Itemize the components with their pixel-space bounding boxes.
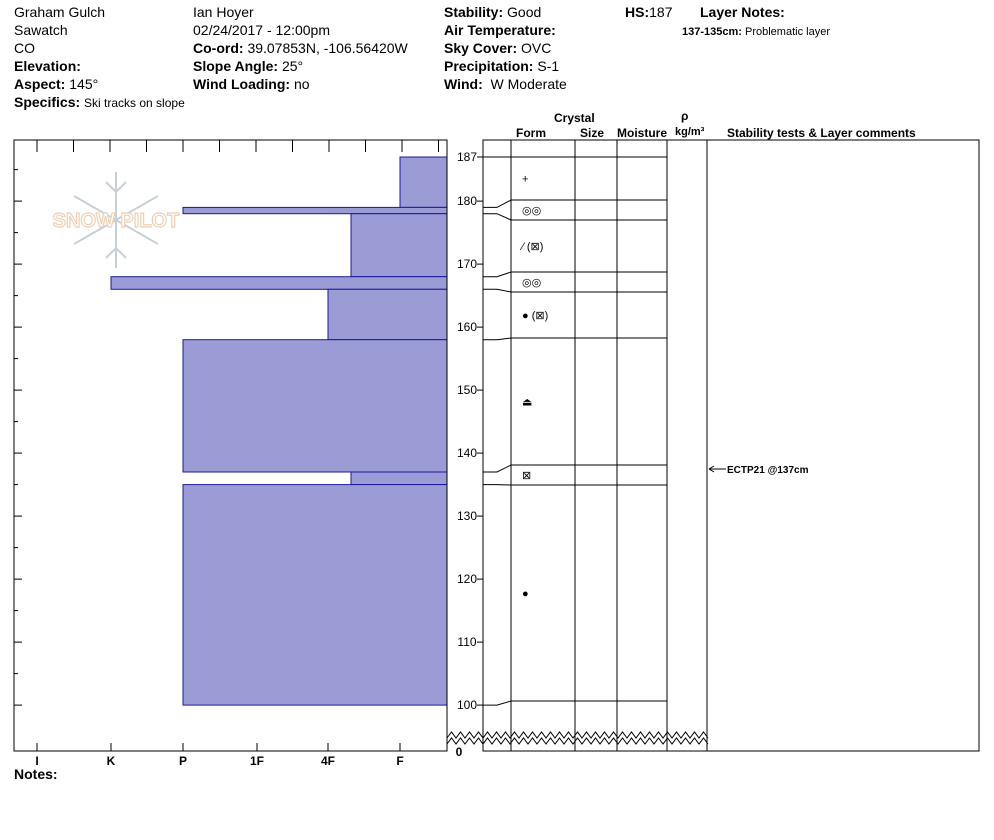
layer-table-frame xyxy=(482,139,980,752)
observer: Ian Hoyer xyxy=(193,4,254,20)
hardness-label-4F: 4F xyxy=(321,754,335,768)
layer-boundary-137 xyxy=(483,464,667,473)
hardness-bar-0 xyxy=(399,156,448,208)
layer-form-6: ⊠ xyxy=(522,470,531,482)
hardness-bar-5 xyxy=(182,339,448,473)
aspect: Aspect: 145° xyxy=(14,76,99,92)
hs: HS:187 xyxy=(625,4,673,20)
layer-form-3: ◎◎ xyxy=(522,277,541,289)
layer-boundary-100 xyxy=(483,700,667,706)
hardness-bar-7 xyxy=(182,484,448,706)
layer-boundary-168 xyxy=(483,271,667,278)
depth-tick-label: 160 xyxy=(457,320,477,334)
hardness-label-I: I xyxy=(35,754,38,768)
hardness-bars xyxy=(110,156,448,706)
hardness-label-F: F xyxy=(396,754,403,768)
depth-zero-label: 0 xyxy=(456,745,463,759)
hardness-bar-2 xyxy=(350,213,448,278)
density-unit-header: kg/m³ xyxy=(675,126,705,138)
layer-form-5: ⏏ xyxy=(522,397,532,409)
depth-tick-label: 130 xyxy=(457,509,477,523)
rho-header: ρ xyxy=(681,109,689,123)
slope-angle: Slope Angle: 25° xyxy=(193,58,304,74)
layer-table: + ◎◎ ∕ (⊠) ◎◎ ● (⊠) ⏏ ⊠ ● xyxy=(483,156,667,706)
air-temperature: Air Temperature: xyxy=(444,22,556,38)
depth-tick-label: 180 xyxy=(457,194,477,208)
layer-notes-label: Layer Notes: xyxy=(700,4,785,20)
hardness-bar-6 xyxy=(350,471,448,486)
chart-frame xyxy=(13,139,980,752)
depth-tick-label: 140 xyxy=(457,446,477,460)
depth-tick-label: 110 xyxy=(457,635,476,649)
axis-break-lower xyxy=(446,737,709,745)
depth-tick-label: 100 xyxy=(457,698,477,712)
layer-form-7: ● xyxy=(522,588,529,600)
layer-form-0: + xyxy=(522,174,528,186)
depth-axis: 100 110 120 130 140 150 160 170 180 187 0 xyxy=(14,150,709,759)
range: Sawatch xyxy=(14,22,68,38)
hardness-bar-4 xyxy=(327,288,448,341)
size-header: Size xyxy=(580,126,605,140)
snowflake-icon xyxy=(73,172,159,268)
moisture-header: Moisture xyxy=(617,126,668,140)
hardness-bar-1 xyxy=(182,206,448,215)
elevation-label: Elevation: xyxy=(14,58,81,74)
hardness-label-P: P xyxy=(179,754,187,768)
layer-boundary-158 xyxy=(483,337,667,341)
hardness-label-K: K xyxy=(107,754,116,768)
layer-form-1: ◎◎ xyxy=(522,205,541,217)
stability: Stability: Good xyxy=(444,4,542,20)
axis-break-upper xyxy=(446,731,709,739)
layer-form-2: ∕ (⊠) xyxy=(519,241,543,253)
depth-tick-label: 170 xyxy=(457,257,477,271)
hardness-axis: I K P 1F 4F F xyxy=(35,743,404,768)
coord: Co-ord: 39.07853N, -106.56420W xyxy=(193,40,408,56)
precipitation: Precipitation: S-1 xyxy=(444,58,560,74)
layer-form-4: ● (⊠) xyxy=(522,310,548,322)
layer-note: 137-135cm: Problematic layer xyxy=(682,26,830,38)
location: Graham Gulch xyxy=(14,4,106,20)
logo-text: SNOW PILOT xyxy=(53,210,180,232)
datetime: 02/24/2017 - 12:00pm xyxy=(193,22,330,38)
sky-cover: Sky Cover: OVC xyxy=(444,40,552,56)
wind-loading: Wind Loading: no xyxy=(193,76,310,92)
specifics: Specifics: Ski tracks on slope xyxy=(14,94,185,110)
hardness-label-1F: 1F xyxy=(250,754,264,768)
wind: Wind: W Moderate xyxy=(444,76,567,92)
arrow-head-icon xyxy=(708,465,715,473)
depth-tick-label: 150 xyxy=(457,383,477,397)
notes-label: Notes: xyxy=(14,766,58,782)
hardness-plot-frame xyxy=(13,139,448,752)
layer-boundary-166 xyxy=(483,288,667,293)
layer-boundary-178 xyxy=(483,213,667,221)
crystal-header: Crystal xyxy=(554,111,595,125)
state: CO xyxy=(14,40,35,56)
snowpilot-logo: SNOW PILOT xyxy=(52,172,180,268)
form-header: Form xyxy=(516,126,546,140)
hardness-bar-3 xyxy=(110,276,448,290)
stability-comments-header: Stability tests & Layer comments xyxy=(727,126,916,140)
depth-tick-label: 120 xyxy=(457,572,477,586)
stability-test-label-0: ECTP21 @137cm xyxy=(727,465,809,476)
layer-boundary-179 xyxy=(483,199,667,208)
stability-tests: ECTP21 @137cm xyxy=(708,465,809,476)
depth-tick-label: 187 xyxy=(457,150,477,164)
